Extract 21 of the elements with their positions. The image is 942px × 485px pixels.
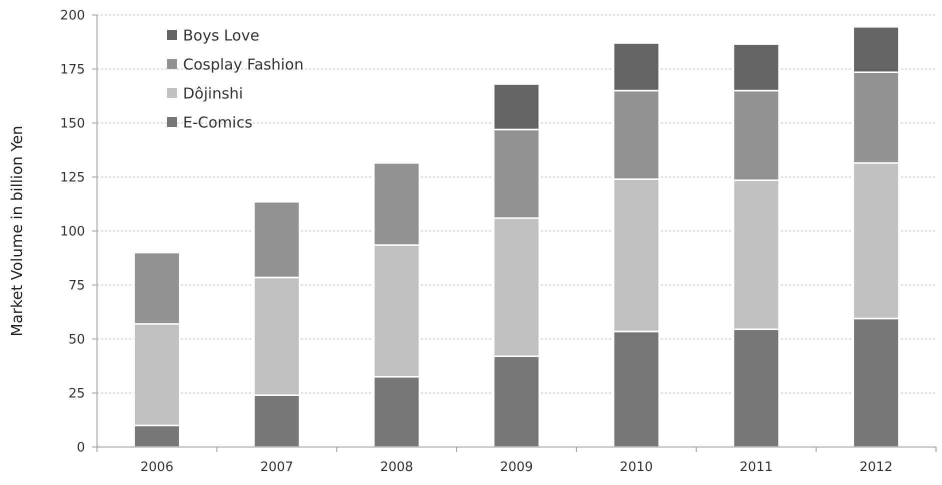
x-tick-label: 2008 bbox=[380, 460, 414, 475]
y-tick-label: 75 bbox=[68, 278, 85, 294]
legend-label: Cosplay Fashion bbox=[183, 55, 304, 74]
x-tick-label: 2007 bbox=[260, 460, 294, 475]
legend-label: Dôjinshi bbox=[183, 84, 244, 102]
x-tick-label: 2011 bbox=[740, 460, 773, 475]
legend-label: Boys Love bbox=[183, 26, 260, 44]
y-axis-title: Market Volume in billion Yen bbox=[8, 126, 26, 336]
y-tick-label: 0 bbox=[76, 440, 85, 456]
x-tick-label: 2009 bbox=[500, 460, 534, 475]
y-tick-label: 100 bbox=[60, 224, 85, 240]
x-tick-label: 2012 bbox=[860, 460, 893, 475]
y-tick-label: 150 bbox=[60, 116, 85, 132]
legend-label: E-Comics bbox=[183, 113, 253, 132]
y-tick-label: 50 bbox=[68, 332, 85, 348]
y-tick-label: 125 bbox=[60, 170, 85, 186]
x-tick-label: 2006 bbox=[140, 460, 174, 475]
y-tick-label: 200 bbox=[60, 8, 85, 24]
y-tick-label: 25 bbox=[68, 386, 85, 402]
y-tick-label: 175 bbox=[60, 62, 85, 78]
x-tick-label: 2010 bbox=[620, 460, 653, 475]
